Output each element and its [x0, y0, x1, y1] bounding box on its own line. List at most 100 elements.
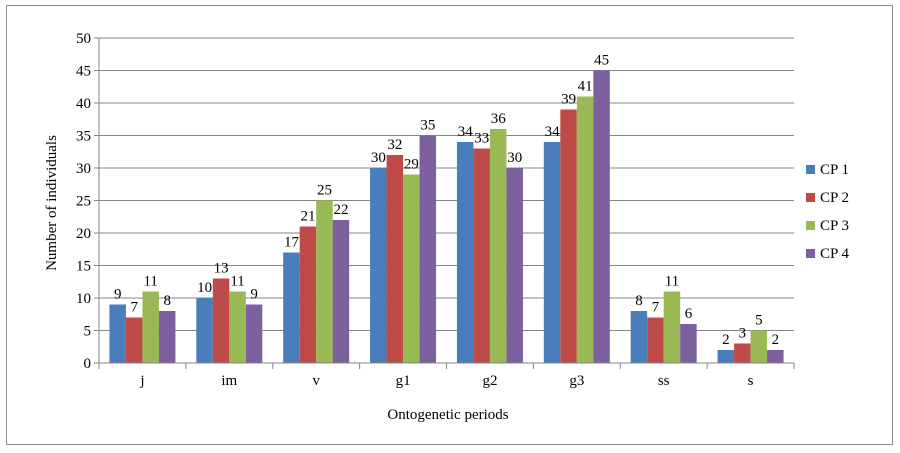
data-label: 7 [130, 300, 138, 316]
x-tick-label: g1 [396, 373, 411, 389]
bar [717, 350, 735, 363]
bar [109, 304, 126, 363]
y-tick-label: 45 [76, 64, 91, 80]
bar [142, 291, 159, 363]
data-label: 45 [594, 53, 609, 69]
bar [370, 168, 387, 363]
legend-swatch [806, 193, 815, 202]
bar [386, 155, 404, 363]
data-label: 35 [420, 118, 435, 134]
data-label: 25 [317, 183, 332, 199]
bar [212, 278, 230, 363]
bar [663, 291, 681, 363]
data-label: 21 [300, 209, 315, 225]
legend-swatch [806, 165, 815, 174]
data-label: 10 [197, 280, 212, 296]
y-tick-label: 30 [76, 161, 91, 177]
y-tick-label: 0 [84, 356, 92, 372]
data-label: 8 [635, 293, 643, 309]
legend-label: CP 2 [820, 190, 849, 206]
y-tick-label: 15 [76, 259, 91, 275]
bar [299, 226, 317, 363]
data-label: 34 [458, 124, 474, 140]
bar [767, 350, 784, 363]
bar [680, 324, 697, 363]
legend: CP 1 CP 2 CP 3 CP 4 [806, 162, 850, 262]
bar [283, 252, 300, 363]
bar [419, 135, 437, 363]
bar [158, 311, 176, 363]
legend-label: CP 3 [820, 218, 849, 234]
data-label: 3 [739, 326, 747, 342]
y-tick-label: 5 [84, 324, 92, 340]
x-tick-label: g3 [569, 373, 584, 389]
y-tick-label: 40 [76, 96, 91, 112]
data-label: 6 [685, 306, 693, 322]
bar [196, 298, 213, 363]
x-tick-label: s [748, 373, 754, 389]
data-label: 30 [507, 150, 522, 166]
bar [734, 343, 751, 363]
bar [403, 174, 420, 363]
data-label: 9 [250, 287, 258, 303]
data-label: 22 [333, 202, 348, 218]
legend-swatch [806, 221, 815, 230]
data-label: 33 [474, 131, 489, 147]
data-label: 30 [371, 150, 386, 166]
data-label: 11 [665, 274, 679, 290]
bar [750, 330, 768, 363]
legend-label: CP 4 [820, 246, 850, 262]
data-label: 41 [578, 79, 593, 95]
data-label: 36 [491, 111, 507, 127]
legend-label: CP 1 [820, 162, 849, 178]
bar [647, 317, 664, 363]
data-label: 29 [404, 157, 419, 173]
data-label: 9 [114, 287, 122, 303]
data-label: 8 [163, 293, 171, 309]
y-axis-title: Number of individuals [44, 135, 60, 271]
bar [245, 304, 263, 363]
data-label: 11 [143, 274, 157, 290]
bar [332, 220, 350, 363]
x-axis-ticks: j im v g1 g2 g3 ss s [98, 363, 795, 389]
bar [473, 148, 490, 363]
bar [543, 142, 561, 363]
bar [229, 291, 246, 363]
bar [560, 109, 577, 363]
y-tick-label: 10 [76, 291, 91, 307]
chart-frame [6, 5, 893, 445]
data-label: 7 [652, 300, 660, 316]
x-tick-label: g2 [482, 373, 497, 389]
x-tick-label: im [221, 373, 237, 389]
legend-swatch [806, 249, 815, 258]
data-label: 2 [722, 332, 730, 348]
x-tick-label: ss [658, 373, 670, 389]
data-label: 32 [387, 137, 402, 153]
data-label: 11 [230, 274, 244, 290]
bar [576, 96, 594, 363]
bar [456, 142, 474, 363]
y-tick-label: 20 [76, 226, 91, 242]
data-label: 13 [214, 261, 229, 277]
bar [316, 200, 333, 363]
data-label: 5 [755, 313, 763, 329]
bar [125, 317, 143, 363]
data-label: 2 [772, 332, 780, 348]
bars [109, 70, 784, 363]
x-tick-label: v [312, 373, 320, 389]
y-tick-label: 25 [76, 194, 91, 210]
data-label: 39 [561, 92, 576, 108]
y-tick-label: 50 [76, 31, 91, 47]
bar [630, 311, 648, 363]
x-tick-label: j [139, 373, 144, 389]
data-label: 34 [545, 124, 561, 140]
y-axis-ticks: 0 5 10 15 20 25 30 35 40 45 50 [76, 31, 99, 372]
bar [593, 70, 610, 363]
data-label: 17 [284, 235, 300, 251]
x-axis-title: Ontogenetic periods [387, 407, 508, 423]
bar [506, 168, 523, 363]
y-tick-label: 35 [76, 129, 91, 145]
bar [489, 129, 507, 363]
